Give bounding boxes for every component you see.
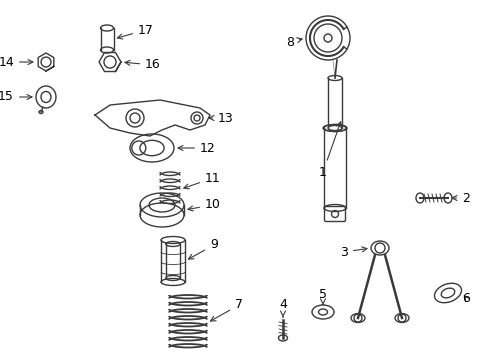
Text: 7: 7 xyxy=(210,298,243,321)
Text: 6: 6 xyxy=(461,292,469,305)
Text: 4: 4 xyxy=(279,298,286,317)
Text: 16: 16 xyxy=(125,58,161,72)
Text: 14: 14 xyxy=(0,55,33,68)
Text: 2: 2 xyxy=(451,192,469,204)
Text: 9: 9 xyxy=(188,238,218,259)
Text: 12: 12 xyxy=(178,141,215,154)
Text: 13: 13 xyxy=(208,112,233,125)
Text: 10: 10 xyxy=(187,198,221,211)
Text: 8: 8 xyxy=(285,36,302,49)
Text: 5: 5 xyxy=(318,288,326,305)
Text: 11: 11 xyxy=(183,171,220,189)
Text: 17: 17 xyxy=(117,23,154,39)
Text: 3: 3 xyxy=(340,246,366,258)
Text: 1: 1 xyxy=(319,122,341,179)
Text: 15: 15 xyxy=(0,90,32,104)
